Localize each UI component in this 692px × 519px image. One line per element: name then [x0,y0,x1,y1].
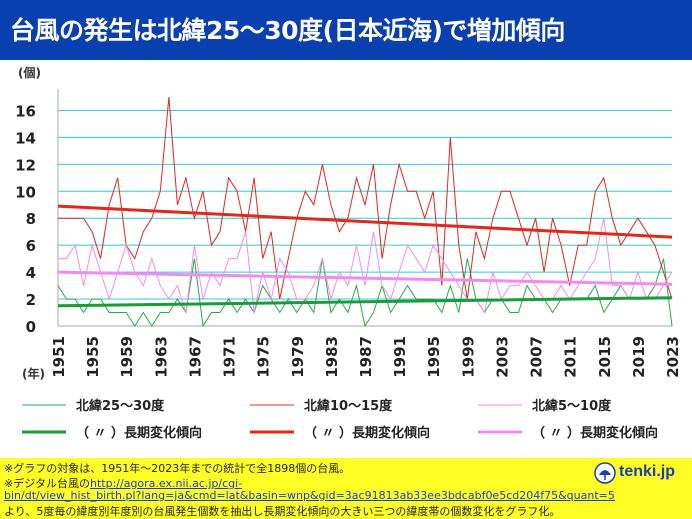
footnote-method: より、5度毎の緯度別年度別の台風発生個数を抽出し長期変化傾向の大きい三つの緯度帯… [4,505,561,518]
footnote-total: ※グラフの対象は、1951年〜2023年までの統計で全1898個の台風。 [4,462,351,475]
legend-label-4: （ 〃 ）長期変化傾向 [304,425,430,441]
x-tick-1963: 1963 [152,336,170,378]
weather-logo-icon [594,462,616,484]
legend: 北緯25〜30度 北緯10〜15度 北緯5〜10度 （ 〃 ）長期変化傾向 （ 〃 ）長… [22,398,658,441]
x-tick-1951: 1951 [50,336,68,378]
x-tick-labels: 1951 1955 1959 1963 1967 1971 1975 1979 1983 1987… [50,336,682,378]
y-tick-6: 6 [26,237,36,255]
y-tick-8: 8 [26,210,36,228]
y-tick-labels: 0 2 4 6 8 10 12 14 16 [15,102,36,336]
series-lines [57,96,673,328]
x-axis-label: (年) [22,366,45,381]
x-tick-1971: 1971 [221,336,239,378]
x-tick-1991: 1991 [391,336,409,378]
title-bar: 台風の発生は北緯25〜30度(日本近海)で増加傾向 [0,0,692,60]
footnote-source: ※デジタル台風のhttp://agora.ex.nii.ac.jp/cgi- [4,475,242,491]
logo-text: tenki.jp [619,463,676,480]
footer-notes: ※グラフの対象は、1951年〜2023年までの統計で全1898個の台風。 ※デジ… [0,458,692,519]
trend-line-3 [57,296,673,308]
legend-label-3: （ 〃 ）長期変化傾向 [76,425,202,441]
x-tick-1995: 1995 [425,336,443,378]
legend-label-1: 北緯10〜15度 [304,398,393,414]
x-tick-2007: 2007 [528,336,546,378]
x-tick-2019: 2019 [630,336,648,378]
source-link-part1[interactable]: http://agora.ex.nii.ac.jp/cgi- [90,477,243,490]
x-tick-1975: 1975 [255,336,273,378]
x-tick-2003: 2003 [493,336,511,378]
legend-label-0: 北緯25〜30度 [76,398,165,414]
y-tick-2: 2 [26,291,36,309]
y-tick-14: 14 [15,129,36,147]
chart-title: 台風の発生は北緯25〜30度(日本近海)で増加傾向 [10,16,565,45]
x-tick-1959: 1959 [118,336,136,378]
series-line-0 [57,258,673,328]
x-tick-1967: 1967 [186,336,204,378]
x-tick-1979: 1979 [289,336,307,378]
x-tick-1955: 1955 [84,336,102,378]
x-tick-2015: 2015 [596,336,614,378]
y-tick-0: 0 [26,318,36,336]
trend-line-5 [57,270,673,286]
legend-label-5: （ 〃 ）長期変化傾向 [532,425,658,441]
footnote-link-cont: bin/dt/view_hist_birth.pl?lang=ja&cmd=la… [4,489,615,502]
y-tick-10: 10 [15,183,36,201]
trend-line-4 [57,204,673,239]
y-axis-label: (個) [18,65,41,80]
x-tick-1999: 1999 [459,336,477,378]
series-line-1 [58,96,673,300]
y-tick-4: 4 [26,264,36,282]
x-tick-1983: 1983 [323,336,341,378]
x-tick-2011: 2011 [562,336,580,378]
tenki-logo[interactable]: tenki.jp [594,462,684,484]
x-tick-2023: 2023 [664,336,682,378]
footnote-source-prefix: ※デジタル台風の [4,477,90,490]
y-tick-12: 12 [15,156,36,174]
grid [57,89,672,327]
source-link-part2[interactable]: bin/dt/view_hist_birth.pl?lang=ja&cmd=la… [4,489,615,502]
x-tick-1987: 1987 [357,336,375,378]
legend-label-2: 北緯5〜10度 [532,398,612,414]
y-tick-16: 16 [15,102,36,120]
